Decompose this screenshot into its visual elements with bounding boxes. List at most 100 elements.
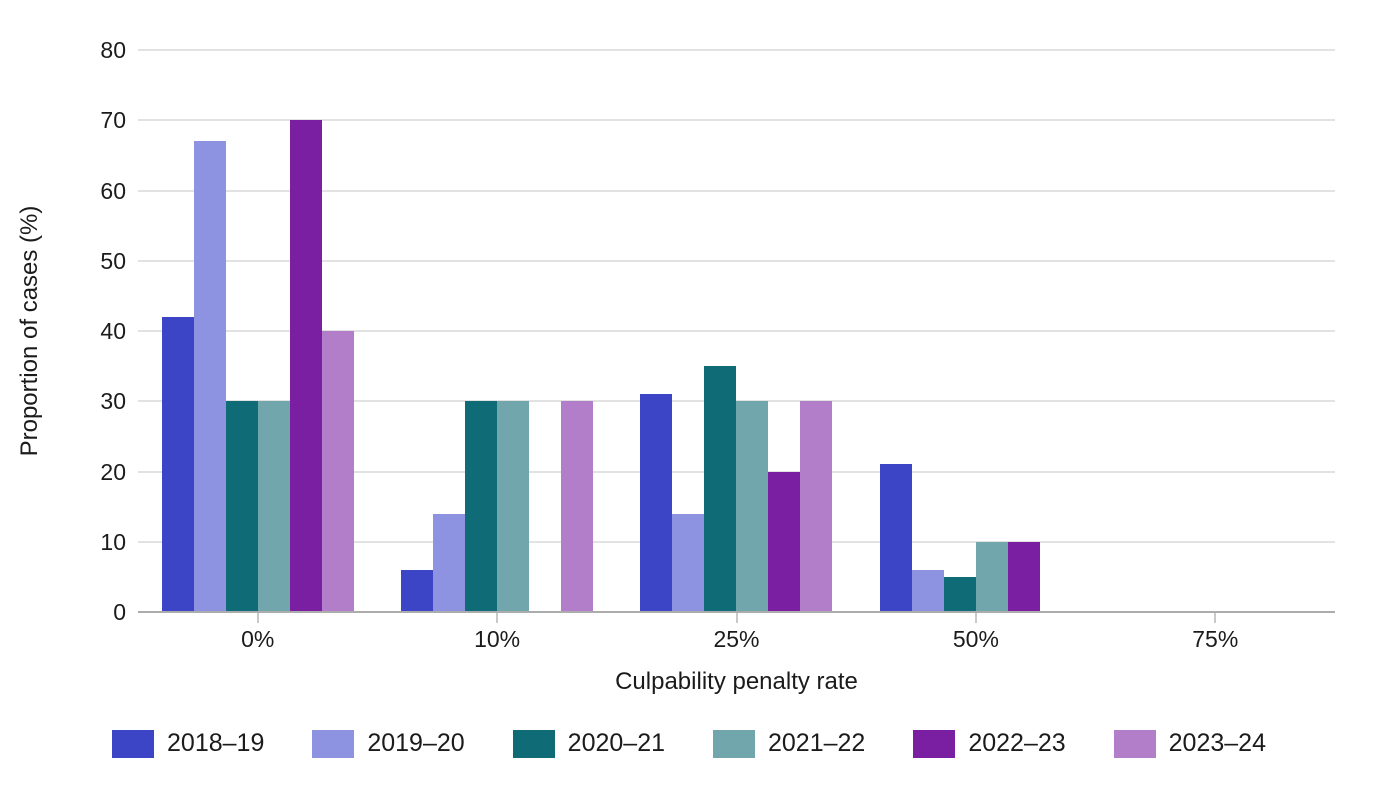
plot-area [138,49,1335,613]
legend-label: 2020–21 [567,729,665,757]
legend-swatch [112,729,155,758]
bar-slot [161,50,194,612]
bar-2019–20-0% [193,141,226,612]
bar-slot [1247,50,1279,612]
legend-label: 2019–20 [367,729,465,757]
legend-label: 2021–22 [768,729,866,757]
bar-slot [640,50,673,612]
bar-group-10% [377,50,616,612]
legend-item-2023–24: 2023–24 [1113,729,1266,758]
bar-slot [704,50,737,612]
bar-2023–24-0% [321,331,354,612]
legend-item-2020–21: 2020–21 [512,729,665,758]
x-tick-label-75%: 75% [1192,626,1239,652]
bar-2020–21-50% [943,576,976,612]
x-tick-label-10%: 10% [474,626,521,652]
legend-item-2021–22: 2021–22 [713,729,865,758]
x-axis-title: Culpability penalty rate [615,668,858,695]
bar-group-25% [617,50,856,612]
bar-slot [529,50,561,612]
legend-item-2019–20: 2019–20 [312,729,465,758]
bar-slot [561,50,594,612]
bar-2021–22-10% [497,401,530,612]
gridline-y-40 [138,330,1335,332]
y-tick-label-70: 70 [100,107,126,134]
bar-slot [1007,50,1040,612]
bar-2022–23-25% [768,471,801,612]
legend: 2018–19 2019–20 2020–21 2021–22 2022–23 2023–… [0,729,1378,758]
bar-slot [911,50,944,612]
bar-2020–21-10% [465,401,498,612]
x-axis-tick-50% [974,613,977,623]
y-tick-label-20: 20 [100,458,126,485]
bar-2022–23-0% [289,120,322,612]
bar-2018–19-10% [401,569,434,612]
legend-label: 2022–23 [968,729,1066,757]
bar-slot [433,50,466,612]
bar-2020–21-25% [704,366,737,612]
bar-2021–22-50% [975,541,1008,612]
x-tick-label-50%: 50% [952,626,999,652]
gridline-y-80 [138,49,1335,51]
bar-slot [736,50,769,612]
y-tick-label-30: 30 [100,388,126,415]
bar-group-50% [856,50,1095,612]
gridline-y-70 [138,119,1335,122]
y-tick-label-0: 0 [113,599,126,625]
x-axis-line [138,611,1335,613]
bar-group-75% [1096,50,1335,612]
bar-slot [465,50,498,612]
bar-2018–19-0% [161,316,194,612]
bar-2021–22-0% [257,401,290,612]
x-tick-label-25%: 25% [713,626,760,652]
bar-slot [943,50,976,612]
bar-slot [800,50,833,612]
gridline-y-60 [138,189,1335,192]
bar-2023–24-25% [800,401,833,612]
bar-slot [879,50,912,612]
bar-slot [497,50,530,612]
legend-swatch [312,729,355,758]
bar-slot [975,50,1008,612]
x-axis-tick-25% [735,613,738,623]
bar-slot [289,50,322,612]
bar-slot [672,50,705,612]
y-tick-label-40: 40 [100,318,126,344]
bar-2019–20-25% [672,513,705,612]
x-axis-tick-10% [496,613,499,623]
bar-slot [1183,50,1215,612]
bar-slot [1040,50,1072,612]
bar-slot [321,50,354,612]
legend-label: 2018–19 [167,729,265,757]
y-tick-label-50: 50 [100,247,126,274]
bar-slot [225,50,258,612]
bar-slot [193,50,226,612]
legend-swatch [1113,729,1156,758]
bar-slot [257,50,290,612]
bar-2019–20-50% [911,569,944,612]
bar-slot [1215,50,1247,612]
legend-label: 2023–24 [1168,729,1266,757]
legend-item-2022–23: 2022–23 [913,729,1066,758]
bar-2018–19-25% [640,394,673,612]
bar-slot [768,50,801,612]
bar-2021–22-25% [736,401,769,612]
legend-item-2018–19: 2018–19 [112,729,264,758]
legend-swatch [713,729,755,758]
legend-swatch [913,729,956,758]
bar-slot [1119,50,1151,612]
bar-slot [1151,50,1183,612]
gridline-y-50 [138,259,1335,262]
bar-slot [401,50,434,612]
y-tick-label-60: 60 [100,177,126,204]
legend-swatch [512,729,555,758]
x-axis-tick-75% [1214,613,1217,623]
bar-2018–19-50% [879,464,912,612]
y-tick-label-10: 10 [100,528,126,555]
bar-group-0% [138,50,377,612]
bar-slot [1279,50,1311,612]
x-axis-tick-0% [256,613,259,623]
bar-2020–21-0% [225,401,258,612]
bar-2022–23-50% [1007,541,1040,612]
